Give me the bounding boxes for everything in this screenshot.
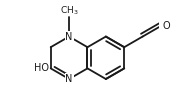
Text: N: N [65,32,73,42]
Text: N: N [65,74,73,84]
Text: O: O [162,21,170,31]
Text: CH$_3$: CH$_3$ [60,4,78,17]
Text: HO: HO [34,63,49,73]
